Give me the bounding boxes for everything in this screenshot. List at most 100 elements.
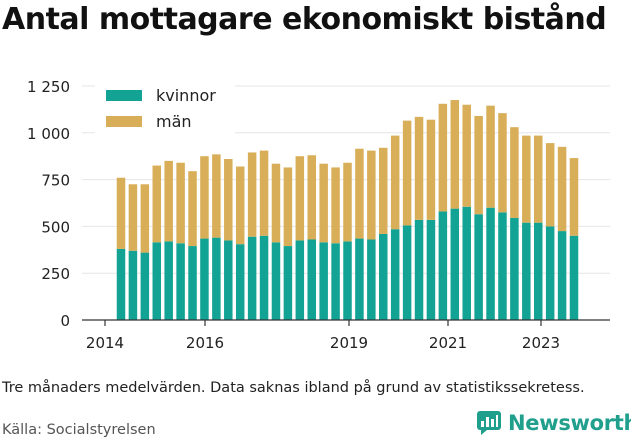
bar-kvinnor (235, 244, 245, 320)
bar-kvinnor (379, 233, 388, 320)
bar-kvinnor (164, 241, 173, 320)
bar-kvinnor (355, 238, 364, 320)
y-tick-label: 1 250 (27, 78, 70, 96)
y-tick-label: 250 (41, 265, 70, 283)
stacked-bar-chart: 0 250 500 750 1 000 1 250 2014 2016 2019 2021 202… (27, 78, 610, 350)
y-tick-label: 0 (60, 312, 70, 330)
bar-man (343, 162, 352, 242)
bar-man (200, 156, 209, 239)
bar-kvinnor (533, 222, 543, 320)
bar-kvinnor (140, 252, 150, 320)
bar-kvinnor (367, 239, 376, 320)
legend-label: män (156, 112, 192, 131)
newsworthy-logo: Newsworthy (476, 410, 631, 436)
bar-man (188, 171, 197, 247)
legend-swatch (106, 90, 142, 101)
bar-man (367, 150, 376, 240)
bar-kvinnor (212, 237, 221, 320)
bar-man (522, 135, 531, 223)
x-tick-label: 2014 (86, 334, 124, 350)
bar-man (355, 148, 364, 239)
x-tick-label: 2023 (522, 334, 560, 350)
bar-man (307, 155, 316, 240)
bar-man (319, 163, 328, 243)
bar-man (295, 156, 305, 241)
y-axis-ticks: 0 250 500 750 1 000 1 250 (27, 78, 70, 330)
bar-man (152, 165, 162, 243)
bar-kvinnor (414, 219, 424, 320)
x-axis: 2014 2016 2019 2021 2023 (82, 319, 610, 350)
bar-man (402, 120, 412, 226)
bar-kvinnor (522, 222, 531, 320)
y-tick-label: 500 (41, 218, 70, 236)
bar-kvinnor (176, 243, 185, 320)
bar-man (379, 147, 388, 234)
bar-man (498, 113, 507, 213)
bar-kvinnor (128, 250, 138, 320)
bar-chart-icon (477, 411, 501, 435)
bar-man (545, 143, 555, 227)
bar-man (450, 100, 460, 209)
bar-kvinnor (271, 242, 281, 320)
bar-kvinnor (295, 240, 305, 320)
y-tick-label: 1 000 (27, 125, 70, 143)
bar-kvinnor (390, 229, 400, 320)
bar-man (259, 150, 269, 236)
source-note: Källa: Socialstyrelsen (2, 422, 156, 438)
bar-kvinnor (188, 246, 197, 320)
bar-man (176, 162, 185, 244)
bar-man (557, 146, 567, 232)
bar-man (426, 119, 436, 220)
bar-man (414, 116, 424, 220)
bar-man (128, 184, 138, 251)
bar-man (390, 135, 400, 230)
bar-man (164, 160, 173, 242)
bar-kvinnor (510, 217, 519, 320)
bar-man (486, 105, 495, 208)
bar-kvinnor (569, 235, 579, 320)
x-tick-label: 2019 (330, 334, 368, 350)
x-tick-label: 2021 (429, 334, 467, 350)
bar-kvinnor (450, 208, 460, 320)
bar-man (247, 152, 257, 237)
bar-kvinnor (402, 225, 412, 320)
bars (116, 100, 579, 320)
x-tick-label: 2016 (186, 334, 224, 350)
brand-name: Newsworthy (508, 411, 631, 435)
bar-man (271, 163, 281, 243)
bar-kvinnor (498, 212, 507, 320)
bar-man (224, 159, 233, 241)
bar-kvinnor (152, 242, 162, 320)
bar-man (569, 158, 579, 236)
bar-kvinnor (319, 242, 328, 320)
footnote: Tre månaders medelvärden. Data saknas ib… (2, 380, 585, 396)
bar-man (283, 167, 293, 247)
y-tick-label: 750 (41, 172, 70, 190)
bar-kvinnor (247, 236, 257, 320)
bar-man (235, 166, 245, 245)
bar-kvinnor (557, 231, 567, 320)
bar-kvinnor (545, 226, 555, 320)
bar-man (140, 184, 150, 253)
bar-man (212, 154, 221, 238)
bar-kvinnor (486, 207, 495, 320)
bar-kvinnor (116, 248, 126, 320)
bar-kvinnor (462, 206, 471, 320)
legend-swatch (106, 116, 142, 127)
legend-label: kvinnor (156, 86, 216, 105)
legend: kvinnor män (95, 80, 235, 136)
chart-title: Antal mottagare ekonomiskt bistånd (2, 2, 607, 37)
bar-kvinnor (307, 239, 316, 320)
bar-man (116, 177, 126, 249)
bar-man (462, 104, 471, 207)
bar-man (474, 115, 483, 215)
bar-kvinnor (259, 235, 269, 320)
bar-man (533, 135, 543, 223)
bar-kvinnor (331, 243, 340, 320)
bar-kvinnor (426, 219, 436, 320)
bar-kvinnor (474, 214, 483, 320)
bar-kvinnor (343, 241, 352, 320)
bar-man (438, 103, 448, 212)
bar-man (331, 167, 340, 244)
bar-kvinnor (200, 238, 209, 320)
